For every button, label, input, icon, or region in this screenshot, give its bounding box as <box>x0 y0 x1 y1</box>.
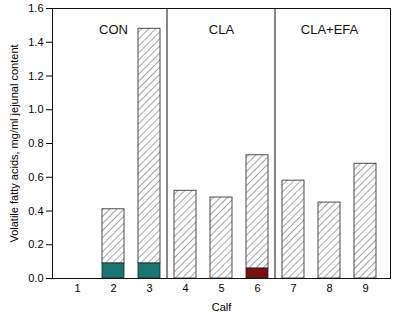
svg-text:2: 2 <box>110 282 116 294</box>
svg-text:1.0: 1.0 <box>28 103 43 115</box>
svg-text:8: 8 <box>326 282 332 294</box>
svg-text:6: 6 <box>254 282 260 294</box>
svg-text:Calf: Calf <box>212 301 233 313</box>
svg-text:3: 3 <box>146 282 152 294</box>
svg-text:CLA: CLA <box>209 22 235 37</box>
svg-text:CON: CON <box>99 22 128 37</box>
svg-text:7: 7 <box>290 282 296 294</box>
svg-text:0.8: 0.8 <box>28 137 43 149</box>
svg-text:4: 4 <box>182 282 188 294</box>
svg-text:1.4: 1.4 <box>28 36 43 48</box>
svg-text:0.6: 0.6 <box>28 171 43 183</box>
svg-text:0.0: 0.0 <box>28 272 43 284</box>
svg-text:CLA+EFA: CLA+EFA <box>301 22 359 37</box>
svg-text:Volatile fatty acids, mg/ml je: Volatile fatty acids, mg/ml jejunal cont… <box>8 44 20 242</box>
svg-text:9: 9 <box>362 282 368 294</box>
svg-text:1: 1 <box>74 282 80 294</box>
svg-text:5: 5 <box>218 282 224 294</box>
svg-text:0.4: 0.4 <box>28 205 43 217</box>
svg-text:0.2: 0.2 <box>28 238 43 250</box>
svg-text:1.6: 1.6 <box>28 2 43 14</box>
svg-text:1.2: 1.2 <box>28 70 43 82</box>
